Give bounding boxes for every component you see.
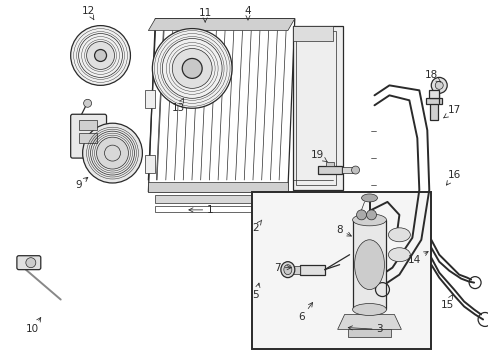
- Bar: [325, 162, 333, 166]
- Bar: [79, 133, 96, 143]
- Circle shape: [94, 50, 106, 62]
- Ellipse shape: [354, 240, 384, 289]
- Text: 10: 10: [26, 318, 41, 334]
- Ellipse shape: [280, 262, 294, 278]
- Circle shape: [351, 166, 359, 174]
- Text: 11: 11: [198, 8, 211, 22]
- Text: 12: 12: [82, 6, 95, 20]
- Text: 16: 16: [446, 170, 460, 185]
- Ellipse shape: [387, 228, 409, 242]
- Circle shape: [86, 41, 114, 69]
- Polygon shape: [148, 182, 287, 192]
- Text: 8: 8: [336, 225, 351, 236]
- Text: 3: 3: [347, 324, 382, 334]
- Bar: [145, 155, 155, 173]
- Text: 18: 18: [424, 71, 440, 82]
- Text: 4: 4: [244, 6, 251, 20]
- Bar: [145, 90, 155, 108]
- Text: 9: 9: [75, 177, 88, 190]
- Bar: [155, 206, 285, 212]
- Bar: [429, 102, 437, 120]
- Text: 15: 15: [440, 295, 453, 310]
- Circle shape: [182, 58, 202, 78]
- Bar: [285, 266, 299, 274]
- Bar: [352, 220, 386, 310]
- Text: 13: 13: [171, 99, 184, 113]
- Text: 1: 1: [188, 205, 213, 215]
- Ellipse shape: [361, 194, 377, 202]
- Bar: [251, 192, 430, 349]
- Text: 2: 2: [252, 220, 261, 233]
- Bar: [428, 90, 438, 98]
- FancyBboxPatch shape: [17, 256, 41, 270]
- Polygon shape: [148, 19, 294, 31]
- Bar: [292, 26, 332, 41]
- Circle shape: [366, 210, 376, 220]
- Bar: [79, 120, 96, 130]
- Bar: [426, 98, 441, 104]
- Polygon shape: [337, 315, 401, 329]
- Bar: [155, 195, 292, 203]
- Text: 14: 14: [407, 252, 427, 265]
- Bar: [341, 167, 353, 173]
- Circle shape: [71, 26, 130, 85]
- Bar: [299, 265, 324, 275]
- Bar: [295, 31, 335, 185]
- Ellipse shape: [283, 265, 291, 275]
- Ellipse shape: [352, 214, 386, 226]
- Text: 7: 7: [274, 263, 290, 273]
- Text: 5: 5: [252, 283, 260, 300]
- Text: 17: 17: [443, 105, 460, 118]
- Text: 19: 19: [310, 150, 326, 162]
- Text: 6: 6: [298, 302, 312, 323]
- Bar: [292, 26, 342, 190]
- Circle shape: [356, 210, 366, 220]
- Circle shape: [152, 28, 232, 108]
- Circle shape: [26, 258, 36, 268]
- Circle shape: [83, 99, 91, 107]
- Circle shape: [434, 81, 442, 89]
- Bar: [347, 329, 390, 337]
- FancyBboxPatch shape: [71, 114, 106, 158]
- Circle shape: [82, 123, 142, 183]
- Bar: [317, 166, 341, 174]
- Circle shape: [172, 49, 212, 88]
- Circle shape: [96, 137, 128, 169]
- Circle shape: [430, 77, 447, 93]
- Ellipse shape: [387, 248, 409, 262]
- Ellipse shape: [352, 303, 386, 315]
